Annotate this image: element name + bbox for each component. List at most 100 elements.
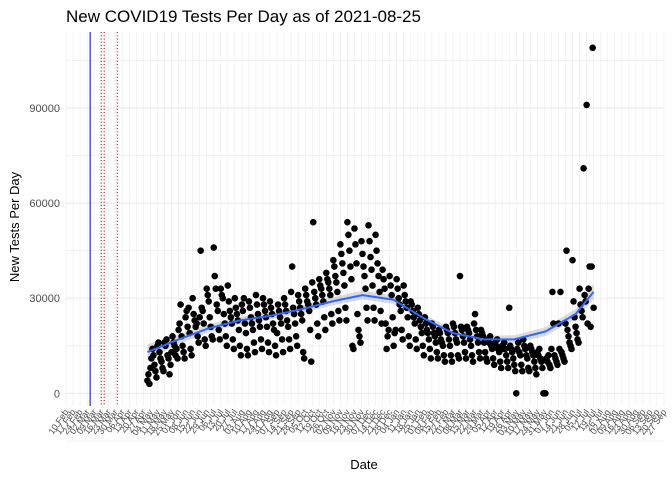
data-point bbox=[281, 301, 289, 308]
data-point bbox=[470, 320, 478, 327]
data-point bbox=[549, 288, 556, 296]
data-point bbox=[260, 301, 268, 308]
gridlines bbox=[65, 32, 665, 442]
data-point bbox=[369, 282, 376, 289]
data-point bbox=[395, 294, 402, 302]
data-point bbox=[502, 351, 510, 359]
data-point bbox=[258, 345, 266, 353]
data-point bbox=[253, 301, 261, 308]
data-point bbox=[524, 355, 531, 362]
data-point bbox=[185, 304, 192, 312]
data-point bbox=[146, 380, 153, 388]
data-point bbox=[501, 345, 509, 353]
data-point bbox=[257, 336, 265, 343]
data-point bbox=[329, 320, 336, 327]
data-point bbox=[398, 326, 405, 334]
data-point bbox=[266, 298, 274, 305]
y-tick-label: 90000 bbox=[29, 103, 60, 115]
data-point bbox=[197, 247, 204, 254]
data-point bbox=[460, 339, 468, 346]
data-point bbox=[350, 345, 357, 353]
data-point bbox=[404, 313, 412, 321]
data-point bbox=[287, 288, 295, 296]
data-point bbox=[483, 358, 491, 365]
data-point bbox=[341, 282, 348, 289]
data-point bbox=[517, 361, 525, 369]
data-point bbox=[361, 272, 368, 280]
data-point bbox=[326, 285, 333, 293]
data-point bbox=[392, 326, 399, 334]
data-point bbox=[206, 313, 214, 321]
data-point bbox=[379, 266, 386, 274]
data-point bbox=[259, 294, 267, 302]
data-point bbox=[246, 304, 254, 312]
data-point bbox=[251, 348, 259, 356]
data-point bbox=[384, 332, 391, 340]
data-point bbox=[453, 339, 461, 346]
data-point bbox=[389, 313, 396, 321]
data-point bbox=[284, 323, 292, 331]
data-point bbox=[533, 371, 540, 378]
data-point bbox=[465, 329, 473, 337]
data-point bbox=[220, 310, 228, 318]
data-point bbox=[335, 307, 342, 315]
data-point bbox=[399, 336, 406, 343]
data-point bbox=[315, 275, 323, 283]
data-point bbox=[508, 348, 516, 356]
data-point bbox=[590, 304, 597, 312]
data-point bbox=[242, 329, 250, 337]
data-point bbox=[252, 291, 260, 299]
data-point bbox=[145, 371, 152, 378]
data-point bbox=[514, 339, 522, 346]
data-point bbox=[448, 358, 456, 365]
data-point bbox=[509, 355, 517, 362]
data-point bbox=[504, 364, 512, 372]
data-point bbox=[511, 367, 519, 375]
data-point bbox=[360, 263, 367, 270]
data-point bbox=[215, 326, 223, 334]
data-point bbox=[256, 323, 264, 331]
data-point bbox=[366, 237, 373, 245]
data-point bbox=[173, 345, 180, 353]
data-point bbox=[411, 320, 419, 327]
data-point bbox=[229, 336, 237, 343]
data-point bbox=[212, 285, 220, 293]
reference-lines bbox=[89, 32, 118, 406]
data-point bbox=[401, 291, 408, 299]
data-point bbox=[188, 351, 195, 359]
data-point bbox=[309, 218, 317, 226]
data-point bbox=[422, 320, 430, 327]
data-point bbox=[265, 348, 273, 356]
data-point bbox=[406, 342, 414, 350]
data-point bbox=[193, 320, 200, 327]
data-point bbox=[317, 285, 325, 293]
data-point bbox=[359, 250, 366, 258]
smooth-line bbox=[147, 291, 595, 354]
data-point bbox=[187, 345, 194, 353]
data-point bbox=[510, 361, 518, 369]
data-point bbox=[363, 304, 370, 312]
data-point bbox=[293, 342, 301, 350]
data-point bbox=[374, 260, 381, 267]
data-point bbox=[306, 326, 314, 334]
data-point bbox=[333, 279, 340, 286]
data-point bbox=[184, 323, 191, 331]
data-point bbox=[462, 355, 470, 362]
data-point bbox=[297, 310, 305, 318]
y-tick-label: 0 bbox=[54, 388, 60, 400]
data-point bbox=[320, 313, 328, 321]
data-point bbox=[204, 291, 212, 299]
data-point bbox=[277, 320, 285, 327]
data-point bbox=[475, 348, 483, 356]
data-point bbox=[167, 361, 174, 369]
data-point bbox=[209, 336, 217, 343]
data-point bbox=[244, 351, 252, 359]
data-point bbox=[410, 313, 418, 321]
data-point bbox=[269, 320, 277, 327]
data-point bbox=[522, 345, 529, 353]
data-point bbox=[337, 241, 344, 248]
data-point bbox=[375, 272, 382, 280]
data-point bbox=[223, 342, 231, 350]
data-point bbox=[353, 260, 360, 267]
